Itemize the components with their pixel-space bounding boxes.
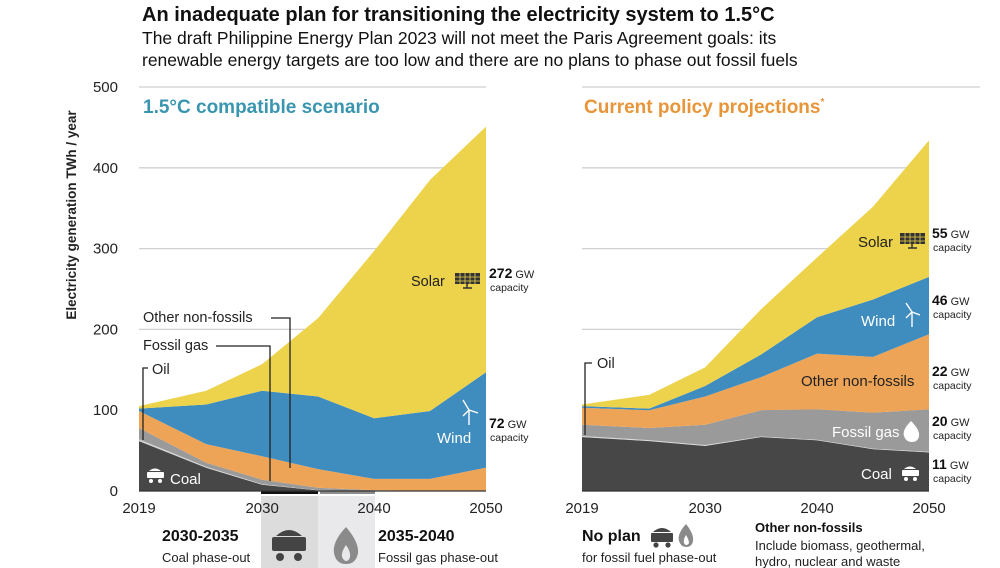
coal-cart-small-icon — [651, 528, 673, 548]
label-solar: Solar — [411, 274, 445, 290]
leader-other-non-fossils — [271, 317, 291, 468]
left-x-tick-label: 2019 — [122, 500, 155, 517]
right-label-coal: Coal — [861, 466, 892, 483]
right-wind-turbine-icon — [905, 302, 921, 327]
gas-phaseout-period: 2035-2040 — [378, 528, 455, 545]
left-x-tick-label: 2030 — [245, 500, 278, 517]
coal-cart-icon — [147, 468, 164, 483]
note-title: Other non-fossils — [755, 520, 863, 535]
left-area-wind — [139, 372, 486, 479]
left-area-other — [139, 411, 486, 491]
solar-panel-icon — [455, 273, 480, 289]
right-area-solar — [582, 140, 929, 409]
subtitle-line-2: renewable energy targets are too low and… — [142, 50, 798, 70]
subtitle-line-1: The draft Philippine Energy Plan 2023 wi… — [142, 28, 776, 48]
right-area-coal — [582, 436, 929, 491]
svg-text:capacity: capacity — [933, 309, 972, 321]
left-x-tick-label: 2050 — [469, 500, 502, 517]
right-x-tick-label: 2040 — [800, 500, 833, 517]
coal-phaseout-text: Coal phase-out — [162, 550, 251, 565]
y-tick-label: 0 — [110, 483, 118, 500]
right-area-other — [582, 334, 929, 428]
y-tick-label: 200 — [93, 321, 118, 338]
right-x-tick-label: 2030 — [688, 500, 721, 517]
coal-phaseout-period: 2030-2035 — [162, 528, 239, 545]
left-chart-title: 1.5°C compatible scenario — [143, 97, 380, 118]
right-x-tick-label: 2050 — [912, 500, 945, 517]
label-other-non-fossils: Other non-fossils — [143, 310, 253, 326]
leader-fossil-gas — [216, 345, 271, 481]
right-area-gas — [582, 409, 929, 452]
svg-text:capacity: capacity — [933, 380, 972, 392]
y-tick-label: 100 — [93, 402, 118, 419]
note-line-1: Include biomass, geothermal, — [755, 538, 925, 553]
gas-phaseout-bar — [320, 491, 375, 494]
flame-footer-icon — [333, 527, 359, 564]
right-flame-icon — [903, 421, 920, 442]
right-label-oil: Oil — [597, 356, 615, 372]
leader-oil — [142, 367, 148, 440]
svg-text:capacity: capacity — [490, 282, 529, 294]
y-tick-label: 400 — [93, 160, 118, 177]
right-area-wind — [582, 276, 929, 411]
wind-turbine-icon — [462, 399, 479, 425]
figure-title: An inadequate plan for transitioning the… — [142, 4, 775, 26]
left-x-tick-label: 2040 — [357, 500, 390, 517]
right-chart-title: Current policy projections* — [584, 97, 824, 118]
right-label-other-non-fossils: Other non-fossils — [801, 373, 914, 390]
label-oil: Oil — [152, 362, 170, 378]
gas-phaseout-text: Fossil gas phase-out — [378, 550, 498, 565]
left-area-solar — [139, 126, 486, 419]
right-area-oil — [581, 435, 930, 453]
label-fossil-gas: Fossil gas — [143, 338, 208, 354]
flame-small-icon — [678, 524, 694, 547]
coal-cart-footer-icon — [272, 530, 306, 561]
y-tick-label: 300 — [93, 241, 118, 258]
svg-text:capacity: capacity — [933, 430, 972, 442]
right-label-fossil-gas: Fossil gas — [832, 424, 900, 441]
label-coal: Coal — [170, 471, 201, 488]
svg-text:capacity: capacity — [490, 432, 529, 444]
y-axis-label: Electricity generation TWh / year — [64, 110, 79, 320]
label-wind: Wind — [437, 430, 471, 447]
svg-text:capacity: capacity — [933, 242, 972, 254]
coal-phaseout-bar — [261, 491, 318, 494]
right-leader-oil — [584, 362, 592, 435]
y-tick-label: 500 — [93, 79, 118, 96]
right-coal-cart-icon — [902, 466, 919, 481]
right-label-wind: Wind — [861, 313, 895, 330]
svg-text:capacity: capacity — [933, 473, 972, 485]
no-plan-title: No plan — [582, 528, 641, 545]
right-solar-panel-icon — [900, 233, 925, 249]
no-plan-text: for fossil fuel phase-out — [582, 550, 717, 565]
note-line-2: hydro, nuclear and waste — [755, 554, 900, 568]
right-x-tick-label: 2019 — [565, 500, 598, 517]
right-label-solar: Solar — [858, 234, 893, 251]
left-area-coal — [139, 440, 486, 491]
